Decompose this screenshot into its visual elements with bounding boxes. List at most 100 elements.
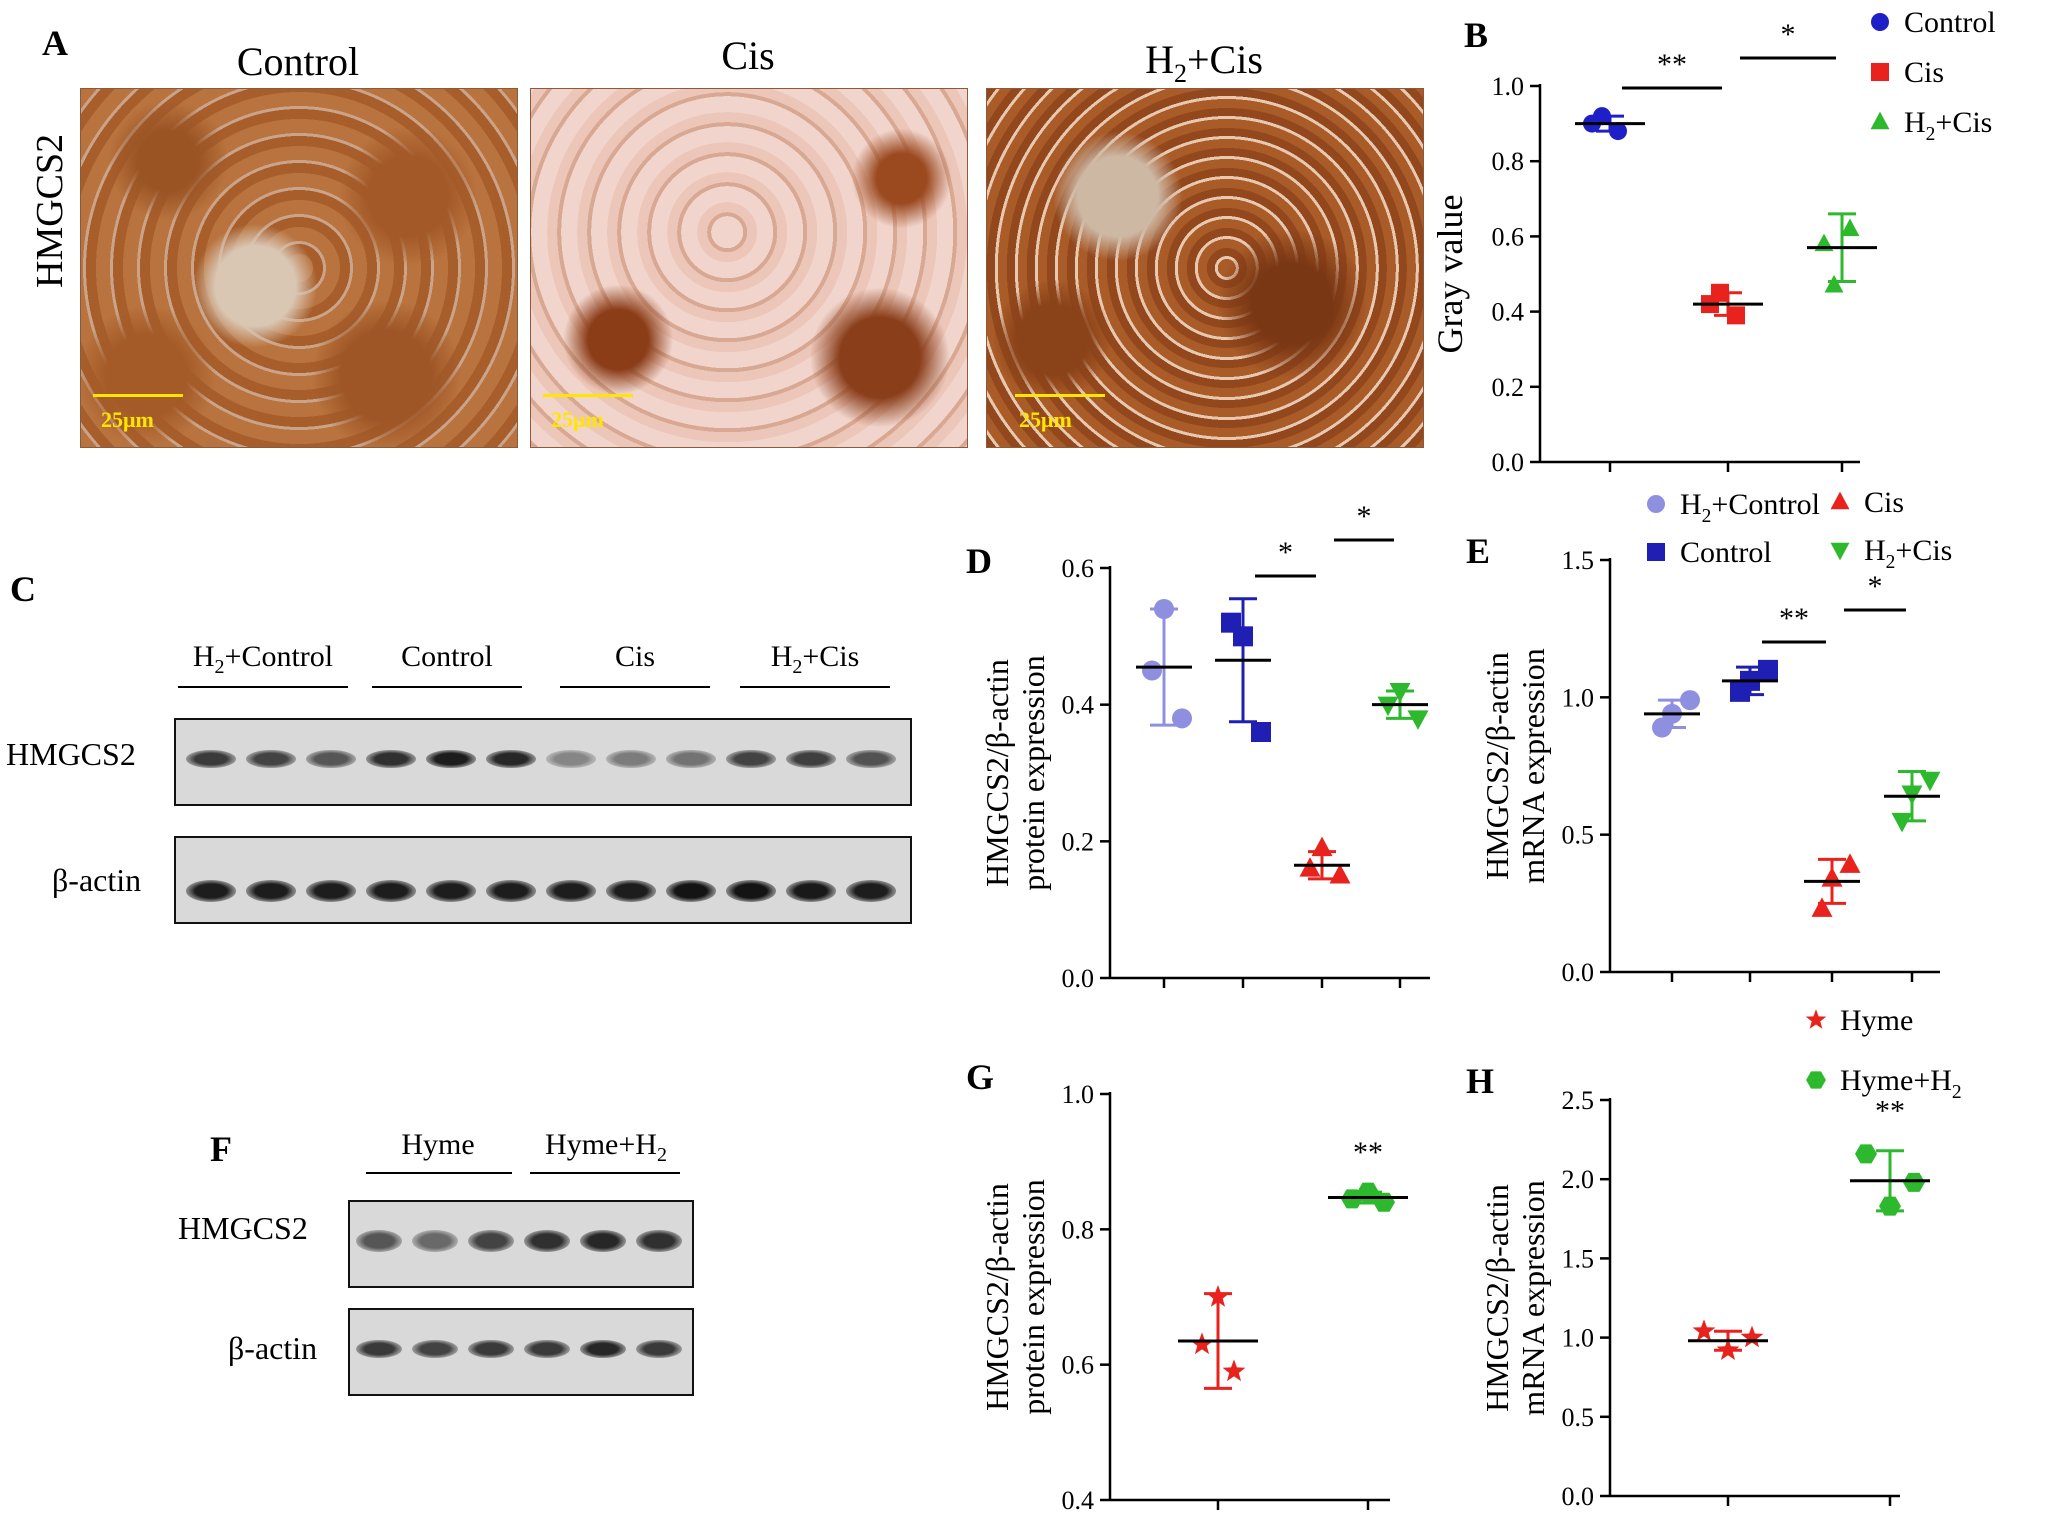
blot-c-group-label: H2+Control bbox=[192, 640, 334, 678]
scale-label: 25μm bbox=[101, 407, 154, 432]
blot-band bbox=[186, 880, 236, 902]
legend-marker bbox=[1830, 491, 1850, 510]
data-point bbox=[1919, 771, 1941, 792]
data-point bbox=[1879, 1196, 1901, 1216]
blot-band bbox=[468, 1230, 514, 1252]
chart-d: 0.0 0.2 0.4 0.6 HMGCS2/β-actin protein expres… bbox=[979, 500, 1430, 993]
panel-letter-d: D bbox=[966, 541, 992, 581]
panel-letter-e: E bbox=[1466, 531, 1491, 571]
blot-band bbox=[580, 1230, 626, 1252]
y-tick-label: 2.0 bbox=[1562, 1165, 1595, 1194]
y-tick-label: 0.5 bbox=[1562, 821, 1595, 850]
blot-band bbox=[356, 1230, 402, 1252]
chart-h: 0.0 0.5 1.0 1.5 2.0 2.5 HMGCS2/β-actin mRNA exp… bbox=[1479, 1004, 1962, 1511]
micro-title-h2cis: H2+Cis bbox=[1145, 37, 1263, 88]
data-point bbox=[1329, 864, 1351, 884]
blot-c-row-label-hmgcs2: HMGCS2 bbox=[6, 736, 136, 772]
blot-band bbox=[426, 750, 476, 768]
data-point bbox=[1222, 1359, 1246, 1382]
significance-label: ** bbox=[1353, 1136, 1383, 1169]
data-point bbox=[1311, 836, 1333, 857]
legend-label: Cis bbox=[1904, 56, 1944, 89]
blot-band bbox=[546, 880, 596, 902]
blot-band bbox=[306, 880, 356, 902]
data-point bbox=[1190, 1332, 1214, 1355]
legend-label: H2+Cis bbox=[1864, 534, 1952, 573]
y-tick-label: 0.6 bbox=[1492, 222, 1525, 251]
data-point bbox=[1891, 812, 1913, 833]
micro-title-control: Control bbox=[236, 39, 360, 84]
y-tick-label: 2.5 bbox=[1562, 1086, 1595, 1115]
blot-band bbox=[486, 880, 536, 902]
y-tick-label: 0.5 bbox=[1562, 1403, 1595, 1432]
blot-f-group-label: Hyme+H2 bbox=[545, 1128, 667, 1166]
blot-band bbox=[356, 1340, 402, 1358]
panel-letter-h: H bbox=[1466, 1061, 1495, 1101]
blot-band bbox=[366, 880, 416, 902]
significance-label: ** bbox=[1875, 1095, 1905, 1128]
blot-c-group-label: Cis bbox=[614, 640, 656, 673]
blot-band bbox=[636, 1340, 682, 1358]
panel-a-row-label: HMGCS2 bbox=[29, 133, 71, 288]
y-axis-label: mRNA expression bbox=[1515, 1180, 1551, 1416]
scale-label: 25μm bbox=[551, 407, 604, 432]
blot-band bbox=[306, 750, 356, 768]
legend-marker bbox=[1830, 542, 1850, 561]
blot-f-actin-strip bbox=[348, 1308, 694, 1396]
y-axis-label: mRNA expression bbox=[1515, 648, 1551, 884]
data-point bbox=[1142, 660, 1162, 681]
data-point bbox=[1903, 1172, 1925, 1192]
legend-label: Hyme bbox=[1840, 1004, 1913, 1037]
blot-c-group-line bbox=[740, 686, 890, 688]
y-tick-label: 0.0 bbox=[1492, 448, 1525, 477]
legend-label: H2+Cis bbox=[1904, 106, 1992, 145]
scale-bar bbox=[93, 394, 183, 397]
data-point bbox=[1206, 1285, 1230, 1307]
blot-f-group-line bbox=[366, 1172, 512, 1174]
micro-title-cis: Cis bbox=[721, 33, 775, 78]
chart-e: 0.0 0.5 1.0 1.5 HMGCS2/β-actin mRNA expressio… bbox=[1479, 486, 1952, 987]
y-axis-label: HMGCS2/β-actin bbox=[1479, 1184, 1515, 1412]
data-point bbox=[1299, 857, 1321, 877]
data-point bbox=[1221, 612, 1241, 633]
y-tick-label: 1.0 bbox=[1562, 1324, 1595, 1353]
blot-c-actin-strip bbox=[174, 836, 912, 924]
data-point bbox=[1716, 1338, 1740, 1360]
scale-bar bbox=[1015, 394, 1105, 397]
blot-band bbox=[726, 880, 776, 902]
scale-label: 25μm bbox=[1019, 407, 1072, 432]
blot-band bbox=[468, 1340, 514, 1358]
panel-letter-b: B bbox=[1464, 15, 1489, 55]
y-axis-label: HMGCS2/β-actin bbox=[1479, 652, 1515, 880]
data-point bbox=[1740, 1325, 1764, 1348]
significance-label: * bbox=[1278, 536, 1293, 569]
data-point bbox=[1821, 867, 1843, 887]
data-point bbox=[1692, 1319, 1716, 1341]
data-point bbox=[1839, 853, 1861, 873]
blot-band bbox=[580, 1340, 626, 1358]
legend-marker bbox=[1647, 543, 1665, 561]
y-axis-label: protein expression bbox=[1015, 655, 1051, 891]
blot-band bbox=[524, 1230, 570, 1252]
data-point bbox=[1840, 218, 1860, 237]
blot-band bbox=[786, 750, 836, 768]
data-point bbox=[1824, 274, 1844, 293]
y-tick-label: 1.0 bbox=[1492, 72, 1525, 101]
blot-c-row-label-actin: β-actin bbox=[52, 862, 142, 898]
significance-label: * bbox=[1868, 570, 1883, 603]
y-tick-label: 1.5 bbox=[1562, 1244, 1595, 1273]
y-tick-label: 0.0 bbox=[1562, 1482, 1595, 1511]
blot-band bbox=[726, 750, 776, 768]
blot-band bbox=[366, 750, 416, 768]
y-axis-label: HMGCS2/β-actin bbox=[979, 659, 1015, 887]
blot-band bbox=[666, 880, 716, 902]
blot-c-hmgcs2-strip bbox=[174, 718, 912, 806]
blot-band bbox=[426, 880, 476, 902]
blot-band bbox=[606, 880, 656, 902]
y-tick-label: 1.0 bbox=[1062, 1080, 1095, 1109]
blot-band bbox=[546, 750, 596, 768]
significance-label: ** bbox=[1657, 48, 1687, 81]
blot-c-group-label: H2+Cis bbox=[770, 640, 860, 678]
y-tick-label: 0.8 bbox=[1492, 147, 1525, 176]
blot-f-group-line bbox=[530, 1172, 680, 1174]
